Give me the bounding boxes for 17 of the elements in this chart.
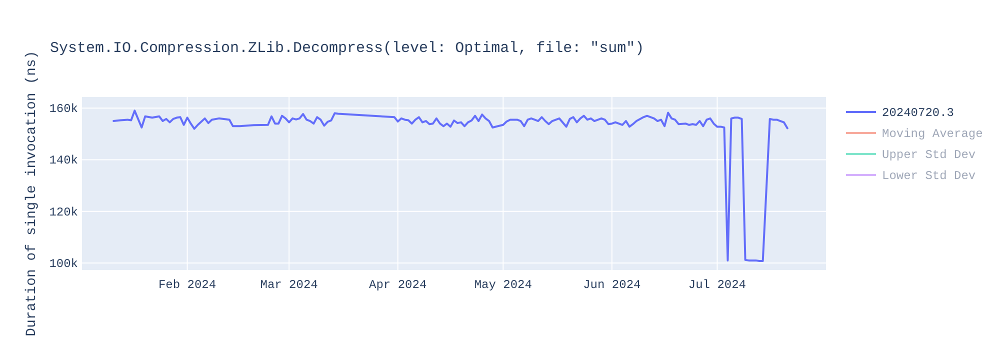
x-tick-label: Jun 2024: [583, 278, 641, 292]
y-tick-label: 140k: [49, 154, 78, 168]
x-tick-label: Feb 2024: [158, 278, 216, 292]
y-tick-label: 100k: [49, 257, 78, 272]
legend-label: 20240720.3: [882, 106, 954, 120]
y-tick-label: 120k: [49, 205, 78, 220]
chart-title: System.IO.Compression.ZLib.Decompress(level: Optimal, file: "sum"): [50, 40, 644, 57]
y-axis-title: Duration of single invocation (ns): [24, 50, 40, 336]
legend-label: Upper Std Dev: [882, 148, 976, 162]
legend-label: Lower Std Dev: [882, 169, 976, 183]
x-tick-label: May 2024: [474, 278, 532, 292]
x-tick-label: Apr 2024: [369, 278, 427, 292]
x-tick-label: Jul 2024: [688, 278, 746, 292]
x-tick-label: Mar 2024: [260, 278, 318, 292]
legend-label: Moving Average: [882, 127, 983, 141]
line-series: [112, 110, 788, 262]
y-tick-label: 160k: [49, 102, 78, 116]
